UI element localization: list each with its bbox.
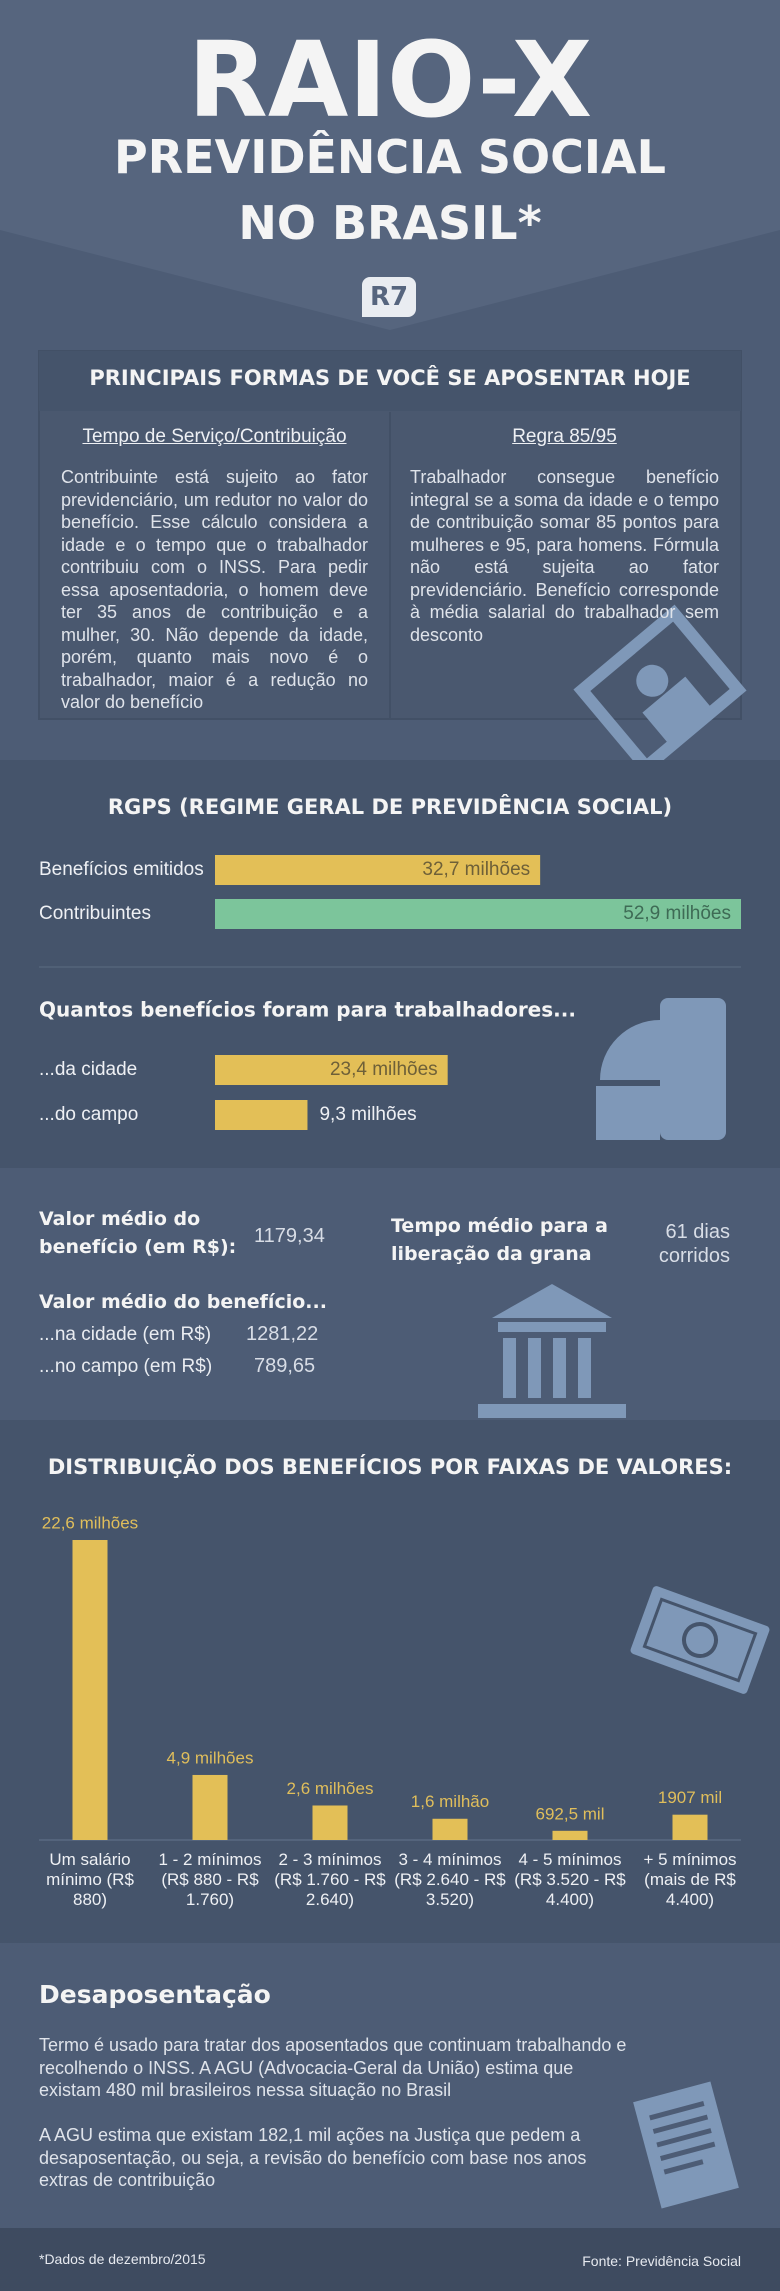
bar: [672, 1814, 708, 1840]
footnote: *Dados de dezembro/2015: [39, 2251, 206, 2267]
value-label: 4,9 milhões: [167, 1748, 254, 1767]
value-label: 23,4 milhões: [330, 1059, 438, 1080]
stat-label: ...na cidade (em R$): [39, 1324, 212, 1345]
bar: [312, 1805, 348, 1840]
value-label: 2,6 milhões: [287, 1779, 374, 1798]
bar: [215, 855, 541, 885]
document-icon: [633, 2081, 739, 2209]
category-label: 1 - 2 mínimos (R$ 880 - R$ 1.760): [158, 1850, 262, 1909]
bank-icon: [478, 1284, 626, 1418]
section-bg: [0, 1420, 780, 1943]
source: Fonte: Previdência Social: [582, 2253, 741, 2269]
section-title: Desaposentação: [39, 1980, 271, 2009]
value-label: 52,9 milhões: [623, 903, 731, 924]
stat-label: Valor médio do benefício (em R$):: [39, 1208, 237, 1258]
bar: [72, 1540, 108, 1840]
paragraph: Termo é usado para tratar dos aposentado…: [39, 2035, 627, 2100]
category-label: ...da cidade: [39, 1059, 137, 1080]
chart-title: Quantos benefícios foram para trabalhado…: [39, 998, 576, 1022]
bar: [552, 1830, 588, 1840]
value-label: 32,7 milhões: [422, 859, 530, 880]
stat-label: Tempo médio para a liberação da grana: [391, 1215, 608, 1265]
value-label: 1907 mil: [658, 1788, 722, 1807]
footer-bg: [0, 2228, 780, 2291]
category-label: Contribuintes: [39, 903, 151, 924]
stat-label: ...no campo (em R$): [39, 1356, 213, 1377]
judge-icon: [573, 604, 747, 776]
section-title: PRINCIPAIS FORMAS DE VOCÊ SE APOSENTAR H…: [89, 366, 691, 390]
section-bg: [0, 1943, 780, 2228]
subtitle: NO BRASIL*: [238, 196, 542, 250]
column-heading: Regra 85/95: [512, 426, 617, 447]
stat-label: Valor médio do benefício...: [39, 1291, 327, 1313]
bar: [192, 1774, 228, 1840]
column-text: Trabalhador consegue benefício integral …: [410, 467, 719, 645]
category-label: ...do campo: [39, 1104, 138, 1125]
category-label: 4 - 5 mínimos (R$ 3.520 - R$ 4.400): [514, 1850, 626, 1909]
stamp-icon: [596, 998, 726, 1140]
stat-value: 1281,22: [246, 1323, 319, 1345]
bar: [432, 1818, 468, 1840]
column-text: Contribuinte está sujeito ao fator previ…: [61, 467, 368, 712]
stat-value: 789,65: [254, 1355, 316, 1377]
category-label: 2 - 3 mínimos (R$ 1.760 - R$ 2.640): [274, 1850, 386, 1909]
value-label: 1,6 milhão: [411, 1792, 489, 1811]
chart-title: RGPS (REGIME GERAL DE PREVIDÊNCIA SOCIAL…: [108, 794, 672, 819]
box-header: [39, 351, 741, 411]
subtitle: PREVIDÊNCIA SOCIAL: [114, 130, 666, 184]
category-label: Um salário mínimo (R$ 880): [46, 1850, 134, 1909]
column-heading: Tempo de Serviço/Contribuição: [82, 426, 347, 447]
bar: [215, 1100, 308, 1130]
value-label: 692,5 mil: [536, 1804, 605, 1823]
value-label: 9,3 milhões: [319, 1104, 416, 1125]
stat-value: 61 dias corridos: [658, 1221, 730, 1267]
money-icon: [630, 1586, 770, 1694]
title: RAIO-X: [187, 19, 593, 141]
stat-value: 1179,34: [254, 1225, 325, 1247]
chart-title: DISTRIBUIÇÃO DOS BENEFÍCIOS POR FAIXAS D…: [48, 1454, 732, 1479]
value-label: 22,6 milhões: [42, 1513, 138, 1532]
paragraph: A AGU estima que existam 182,1 mil ações…: [39, 2125, 587, 2190]
category-label: + 5 mínimos (mais de R$ 4.400): [643, 1850, 737, 1909]
category-label: 3 - 4 mínimos (R$ 2.640 - R$ 3.520): [394, 1850, 506, 1909]
header-diagonal: [0, 230, 780, 343]
bar: [215, 899, 741, 929]
category-label: Benefícios emitidos: [39, 859, 204, 880]
logo: R7: [362, 277, 416, 317]
section-bg: [0, 1168, 780, 1420]
bar: [215, 1055, 448, 1085]
